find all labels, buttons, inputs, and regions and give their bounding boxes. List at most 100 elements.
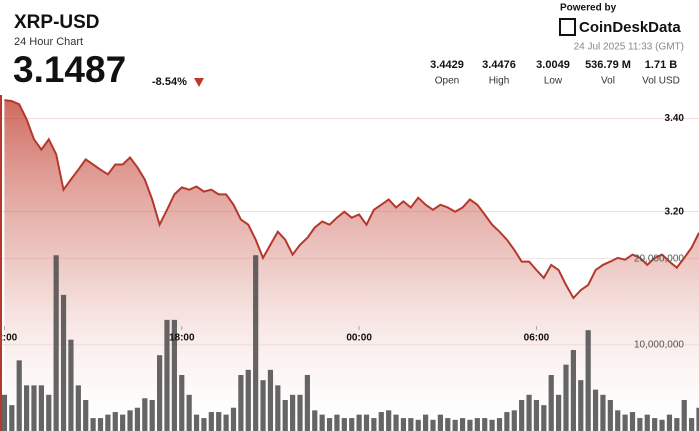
volume-bar bbox=[105, 414, 111, 431]
brand-logo bbox=[559, 18, 576, 36]
volume-bar bbox=[230, 407, 237, 431]
volume-bar bbox=[437, 414, 443, 431]
volume-bar bbox=[556, 394, 562, 431]
volume-bar bbox=[1, 394, 8, 431]
volume-bar bbox=[282, 399, 288, 431]
price-area bbox=[4, 100, 699, 431]
volume-bar bbox=[164, 319, 170, 431]
volume-bar bbox=[9, 405, 15, 431]
volume-bar bbox=[31, 385, 37, 431]
volume-bar bbox=[400, 418, 407, 431]
price-tick-label: 3.20 bbox=[665, 206, 685, 217]
volume-bar bbox=[60, 294, 67, 431]
stat-label: Vol USD bbox=[642, 76, 680, 87]
volume-bar bbox=[548, 375, 554, 431]
stat-value: 536.79 M bbox=[585, 59, 631, 71]
volume-bar bbox=[644, 414, 650, 431]
volume-bar bbox=[541, 405, 547, 431]
stat-label: Vol bbox=[601, 76, 615, 87]
volume-bar bbox=[24, 385, 30, 431]
volume-bar bbox=[216, 412, 222, 431]
volume-bar bbox=[504, 412, 510, 431]
volume-bar bbox=[223, 414, 229, 431]
stat-value: 1.71 B bbox=[645, 59, 677, 71]
volume-bar bbox=[290, 394, 296, 431]
volume-bar bbox=[637, 418, 643, 431]
volume-bar bbox=[459, 418, 466, 431]
volume-bar bbox=[149, 399, 155, 431]
volume-bar bbox=[452, 419, 458, 431]
volume-bar bbox=[363, 414, 370, 431]
stat-label: Open bbox=[435, 76, 459, 87]
volume-bar bbox=[511, 410, 517, 431]
volume-bar bbox=[238, 375, 244, 431]
volume-bar bbox=[245, 369, 251, 431]
volume-bar bbox=[533, 399, 540, 431]
volume-bar bbox=[615, 410, 621, 431]
volume-bar bbox=[75, 385, 81, 431]
volume-bar bbox=[312, 410, 318, 431]
volume-bar bbox=[304, 375, 310, 431]
volume-bar bbox=[208, 412, 214, 431]
volume-bar bbox=[519, 399, 525, 431]
volume-bar bbox=[112, 412, 118, 431]
volume-bar bbox=[201, 418, 207, 431]
volume-bar bbox=[356, 414, 362, 431]
x-tick-label: 06:00 bbox=[524, 333, 550, 344]
stat-value: 3.0049 bbox=[536, 59, 570, 71]
stat-label: Low bbox=[544, 76, 563, 87]
left-edge bbox=[0, 95, 2, 431]
volume-bar bbox=[592, 389, 599, 431]
subtitle: 24 Hour Chart bbox=[14, 36, 83, 48]
volume-bar bbox=[607, 399, 613, 431]
stat-value: 3.4429 bbox=[430, 59, 464, 71]
volume-bar bbox=[681, 399, 687, 431]
volume-bar bbox=[38, 385, 44, 431]
volume-bar bbox=[120, 414, 126, 431]
volume-bar bbox=[319, 414, 325, 431]
price-tick-label: 3.40 bbox=[665, 113, 685, 124]
volume-bar bbox=[666, 414, 673, 431]
price: 3.1487 bbox=[13, 49, 126, 90]
down-arrow bbox=[194, 78, 204, 87]
volume-bar bbox=[134, 407, 141, 431]
volume-bar bbox=[16, 360, 22, 431]
volume-bar bbox=[445, 418, 451, 431]
volume-bar bbox=[467, 419, 473, 431]
volume-bar bbox=[326, 418, 333, 431]
timestamp: 24 Jul 2025 11:33 (GMT) bbox=[574, 42, 684, 53]
volume-bar bbox=[142, 398, 148, 431]
stat-label: High bbox=[489, 76, 510, 87]
volume-bar bbox=[600, 394, 606, 431]
volume-bar bbox=[97, 418, 104, 431]
volume-bar bbox=[563, 364, 569, 431]
stat-value: 3.4476 bbox=[482, 59, 516, 71]
powered-by: Powered by bbox=[560, 3, 617, 14]
brand: CoinDeskData bbox=[579, 19, 681, 36]
volume-bar bbox=[652, 418, 658, 431]
volume-bar bbox=[127, 410, 133, 431]
volume-bar bbox=[496, 418, 503, 431]
volume-bar bbox=[53, 255, 59, 431]
volume-bar bbox=[275, 385, 281, 431]
volume-bar bbox=[260, 380, 266, 431]
volume-bar bbox=[578, 380, 584, 431]
volume-bar bbox=[585, 330, 591, 431]
volume-bar bbox=[408, 418, 414, 431]
volume-bar bbox=[68, 339, 74, 431]
volume-bar bbox=[570, 350, 576, 431]
volume-bar bbox=[489, 419, 495, 431]
volume-bar bbox=[334, 414, 340, 431]
volume-bar bbox=[526, 394, 532, 431]
volume-bar bbox=[83, 399, 89, 431]
volume-bar bbox=[378, 412, 384, 431]
volume-bar bbox=[371, 418, 377, 431]
change: -8.54% bbox=[152, 76, 187, 88]
volume-bar bbox=[674, 418, 680, 431]
volume-bar bbox=[157, 355, 163, 431]
volume-bar bbox=[253, 255, 259, 431]
volume-tick-label: 10,000,000 bbox=[634, 339, 684, 350]
volume-bar bbox=[629, 412, 636, 431]
price-line bbox=[4, 99, 699, 300]
